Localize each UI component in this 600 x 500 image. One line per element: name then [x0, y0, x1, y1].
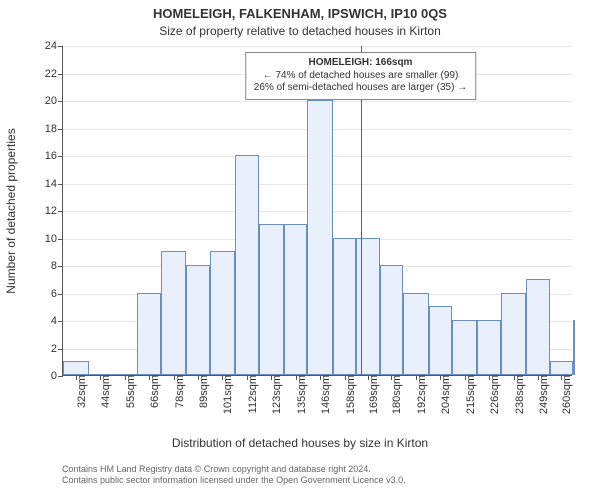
- grid-line: [63, 46, 572, 47]
- xtick-label: 55sqm: [123, 375, 137, 408]
- histogram-bar: [477, 320, 500, 375]
- xtick-label: 192sqm: [414, 375, 428, 414]
- xtick-label: 204sqm: [438, 375, 452, 414]
- annotation-line1: HOMELEIGH: 166sqm: [254, 57, 467, 70]
- xtick-label: 226sqm: [487, 375, 501, 414]
- histogram-bar: [259, 224, 285, 375]
- ytick-label: 10: [45, 233, 63, 245]
- credits-line2: Contains public sector information licen…: [62, 475, 406, 486]
- chart-subtitle: Size of property relative to detached ho…: [0, 24, 600, 38]
- ytick-label: 18: [45, 123, 63, 135]
- xtick-label: 44sqm: [98, 375, 112, 408]
- xtick-label: 123sqm: [269, 375, 283, 414]
- histogram-bar: [161, 251, 187, 375]
- xtick-label: 180sqm: [389, 375, 403, 414]
- histogram-bar: [284, 224, 307, 375]
- ytick-label: 4: [51, 315, 63, 327]
- ytick-label: 0: [51, 370, 63, 382]
- xtick-label: 215sqm: [463, 375, 477, 414]
- ytick-label: 2: [51, 343, 63, 355]
- xtick-label: 260sqm: [559, 375, 573, 414]
- xtick-label: 158sqm: [343, 375, 357, 414]
- figure: { "title": { "text": "HOMELEIGH, FALKENH…: [0, 0, 600, 500]
- xtick-label: 66sqm: [147, 375, 161, 408]
- annotation-line3: 26% of semi-detached houses are larger (…: [254, 82, 467, 95]
- histogram-bar: [429, 306, 452, 375]
- histogram-bar: [550, 361, 573, 375]
- histogram-bar: [137, 293, 160, 376]
- histogram-bar: [63, 361, 89, 375]
- annotation-box: HOMELEIGH: 166sqm← 74% of detached house…: [245, 52, 476, 100]
- xtick-label: 32sqm: [74, 375, 88, 408]
- ytick-label: 22: [45, 68, 63, 80]
- histogram-bar: [526, 279, 549, 375]
- chart-title: HOMELEIGH, FALKENHAM, IPSWICH, IP10 0QS: [0, 6, 600, 21]
- ytick-label: 6: [51, 288, 63, 300]
- plot-area: 02468101214161820222432sqm44sqm55sqm66sq…: [62, 46, 572, 376]
- xtick-label: 146sqm: [318, 375, 332, 414]
- ytick-label: 20: [45, 95, 63, 107]
- xtick-label: 135sqm: [294, 375, 308, 414]
- ytick-label: 16: [45, 150, 63, 162]
- xtick-label: 249sqm: [536, 375, 550, 414]
- histogram-bar: [307, 100, 333, 375]
- histogram-bar: [501, 293, 527, 376]
- histogram-bar: [210, 251, 236, 375]
- ytick-label: 14: [45, 178, 63, 190]
- histogram-bar: [452, 320, 478, 375]
- annotation-line2: ← 74% of detached houses are smaller (99…: [254, 70, 467, 83]
- xtick-label: 169sqm: [366, 375, 380, 414]
- xtick-label: 89sqm: [196, 375, 210, 408]
- histogram-bar: [403, 293, 429, 376]
- x-axis-label: Distribution of detached houses by size …: [0, 436, 600, 450]
- y-axis-label: Number of detached properties: [4, 128, 18, 293]
- histogram-bar: [333, 238, 356, 376]
- credits-line1: Contains HM Land Registry data © Crown c…: [62, 464, 406, 475]
- xtick-label: 78sqm: [172, 375, 186, 408]
- xtick-label: 101sqm: [220, 375, 234, 414]
- credits: Contains HM Land Registry data © Crown c…: [62, 464, 406, 487]
- xtick-label: 238sqm: [512, 375, 526, 414]
- histogram-bar: [573, 320, 575, 375]
- ytick-label: 8: [51, 260, 63, 272]
- ytick-label: 24: [45, 40, 63, 52]
- ytick-label: 12: [45, 205, 63, 217]
- histogram-bar: [186, 265, 209, 375]
- histogram-bar: [380, 265, 403, 375]
- histogram-bar: [235, 155, 258, 375]
- xtick-label: 112sqm: [245, 375, 259, 413]
